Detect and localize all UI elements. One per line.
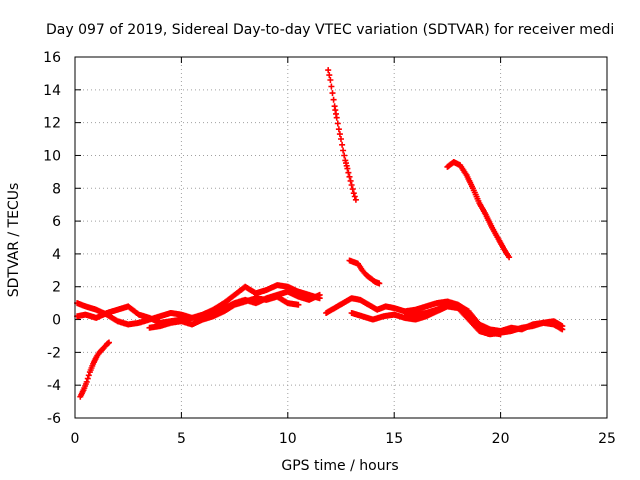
x-tick-label: 20 — [492, 431, 510, 447]
x-axis-label: GPS time / hours — [281, 458, 398, 474]
point-marks — [146, 293, 302, 331]
y-tick-label: 12 — [43, 116, 61, 132]
y-tick-label: 8 — [52, 181, 61, 197]
y-tick-label: 0 — [52, 313, 61, 329]
y-tick-label: -6 — [47, 411, 61, 427]
x-tick-label: 5 — [177, 431, 186, 447]
point-marks — [346, 257, 383, 287]
y-tick-label: -2 — [47, 345, 61, 361]
grid-lines — [75, 57, 607, 418]
series-satellite-a-low — [77, 339, 112, 400]
chart-title: Day 097 of 2019, Sidereal Day-to-day VTE… — [46, 22, 614, 38]
y-tick-label: 16 — [43, 50, 61, 66]
point-marks — [77, 339, 112, 400]
axis-ticks: 0 5 10 15 20 25 -6 -4 -2 0 2 4 6 8 10 12 14 16 — [43, 50, 616, 447]
y-tick-label: 2 — [52, 280, 61, 296]
x-tick-label: 10 — [279, 431, 297, 447]
point-marks — [325, 67, 359, 203]
series-baseline-3 — [146, 293, 302, 331]
point-marks — [444, 159, 513, 261]
x-tick-label: 25 — [598, 431, 616, 447]
y-tick-label: -4 — [47, 378, 61, 394]
y-tick-label: 14 — [43, 83, 61, 99]
y-axis-label: SDTVAR / TECUs — [6, 183, 22, 298]
x-tick-label: 15 — [385, 431, 403, 447]
series-satellite-b-steep — [325, 67, 359, 203]
y-tick-label: 6 — [52, 214, 61, 230]
y-tick-label: 10 — [43, 148, 61, 164]
series-satellite-d-descending — [444, 159, 513, 261]
data-points — [74, 67, 566, 400]
series-afternoon-3 — [401, 301, 504, 338]
series-satellite-c-small — [346, 257, 383, 287]
point-marks — [401, 301, 504, 338]
plot-frame — [74, 56, 608, 419]
x-tick-label: 0 — [71, 431, 80, 447]
y-tick-label: 4 — [52, 247, 61, 263]
